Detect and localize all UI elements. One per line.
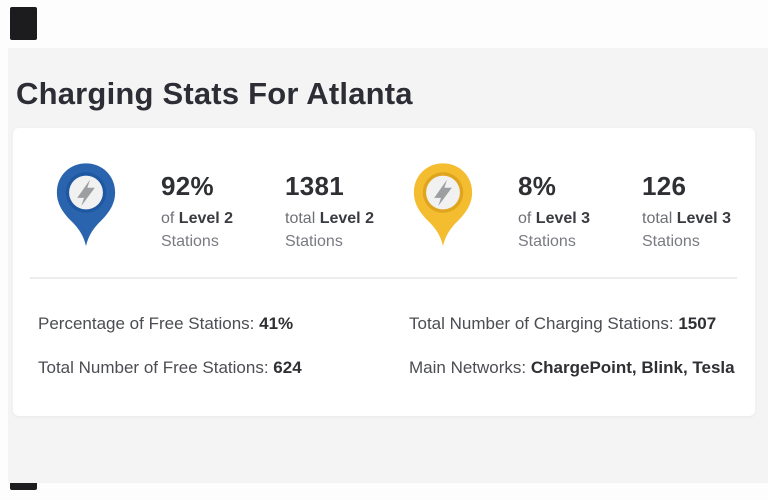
detail-value: 41% [259,314,294,333]
stat-of-label: of [518,210,532,227]
detail-label: Percentage of Free Stations: [38,314,255,333]
stat-total-level-2: 1381 total Level 2 Stations [285,160,409,251]
detail-free-percentage: Percentage of Free Stations: 41% [38,314,409,334]
page-title: Charging Stats For Atlanta [16,76,413,111]
stat-qualifier: total Level 2 [285,209,409,228]
details-grid: Percentage of Free Stations: 41% Total N… [38,314,741,378]
stat-total-label: total [642,210,673,227]
stat-stations-label: Stations [285,233,343,250]
stats-section: Charging Stats For Atlanta 92% of Level … [8,48,768,483]
stat-stations-label: Stations [161,233,219,250]
stat-total-label: total [285,210,316,227]
stat-stations-label: Stations [518,233,576,250]
stat-of-label: of [161,210,175,227]
stat-level-label: Level 3 [676,210,731,227]
stat-percent-level-2: 92% of Level 2 Stations [161,160,285,251]
detail-main-networks: Main Networks: ChargePoint, Blink, Tesla [409,358,741,378]
detail-value: 624 [273,358,302,377]
stats-row: 92% of Level 2 Stations 1381 total Level… [13,160,755,251]
detail-total-stations: Total Number of Charging Stations: 1507 [409,314,741,334]
detail-free-total: Total Number of Free Stations: 624 [38,358,409,378]
stat-percent-value: 92% [161,171,214,201]
stat-qualifier: of Level 3 [518,209,642,228]
stat-total-level-3: 126 total Level 3 Stations [642,160,766,251]
stats-card: 92% of Level 2 Stations 1381 total Level… [13,128,755,416]
stat-level-label: Level 2 [319,210,374,227]
stat-stations-label: Stations [642,233,700,250]
detail-label: Total Number of Free Stations: [38,358,269,377]
detail-value: ChargePoint, Blink, Tesla [530,358,735,377]
stat-percent-value: 8% [518,171,557,201]
stat-group-level-3: 8% of Level 3 Stations 126 total Level 3… [409,160,766,251]
detail-label: Total Number of Charging Stations: [409,314,674,333]
detail-value: 1507 [678,314,717,333]
divider [30,277,737,279]
stat-group-level-2: 92% of Level 2 Stations 1381 total Level… [52,160,409,251]
detail-label: Main Networks: [409,358,527,377]
stat-level-label: Level 2 [178,210,234,227]
stat-qualifier: of Level 2 [161,209,285,228]
stat-level-label: Level 3 [535,210,591,227]
lightning-bolt-icon [434,179,452,207]
lightning-bolt-icon [77,179,95,207]
stat-qualifier: total Level 3 [642,209,766,228]
map-pin-icon-level-3 [413,163,473,246]
map-pin-icon-level-2 [56,163,116,246]
stat-total-value: 1381 [285,171,345,201]
cropped-dark-element-top [10,7,37,40]
stat-percent-level-3: 8% of Level 3 Stations [518,160,642,251]
stat-total-value: 126 [642,171,687,201]
